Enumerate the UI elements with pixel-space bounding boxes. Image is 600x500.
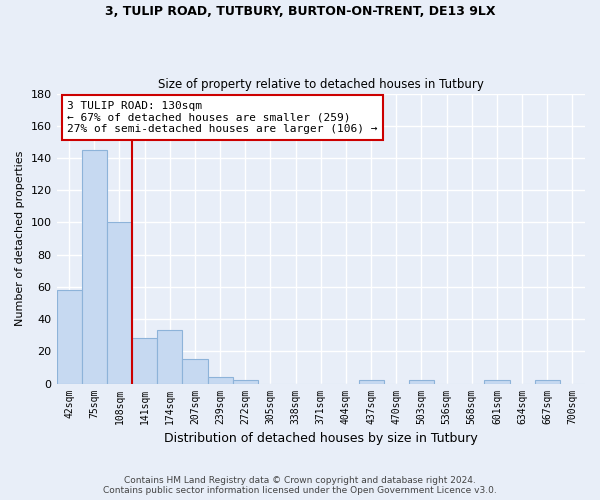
Title: Size of property relative to detached houses in Tutbury: Size of property relative to detached ho…	[158, 78, 484, 91]
Bar	[107, 222, 132, 384]
Bar	[359, 380, 383, 384]
Text: Contains HM Land Registry data © Crown copyright and database right 2024.
Contai: Contains HM Land Registry data © Crown c…	[103, 476, 497, 495]
Bar	[233, 380, 258, 384]
Bar	[132, 338, 157, 384]
Bar	[157, 330, 182, 384]
Bar	[56, 290, 82, 384]
Bar	[82, 150, 107, 384]
Bar	[535, 380, 560, 384]
Bar	[208, 377, 233, 384]
Bar	[409, 380, 434, 384]
Text: 3 TULIP ROAD: 130sqm
← 67% of detached houses are smaller (259)
27% of semi-deta: 3 TULIP ROAD: 130sqm ← 67% of detached h…	[67, 101, 377, 134]
Bar	[182, 360, 208, 384]
Text: 3, TULIP ROAD, TUTBURY, BURTON-ON-TRENT, DE13 9LX: 3, TULIP ROAD, TUTBURY, BURTON-ON-TRENT,…	[105, 5, 495, 18]
Bar	[484, 380, 509, 384]
X-axis label: Distribution of detached houses by size in Tutbury: Distribution of detached houses by size …	[164, 432, 478, 445]
Y-axis label: Number of detached properties: Number of detached properties	[15, 151, 25, 326]
